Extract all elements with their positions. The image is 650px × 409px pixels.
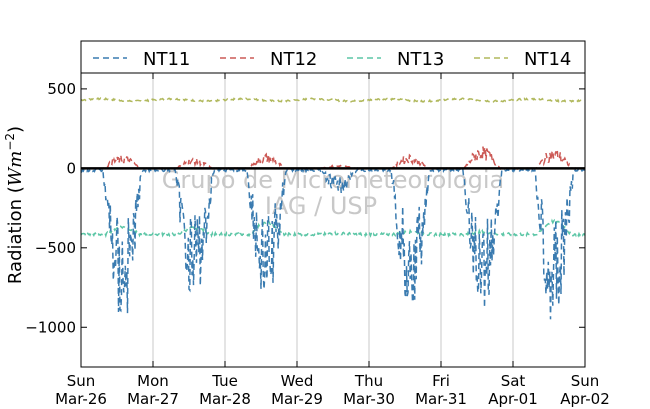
series-line-nt13 bbox=[80, 218, 586, 239]
x-tick-label-day: Tue bbox=[211, 372, 238, 390]
x-tick-label-date: Apr-01 bbox=[488, 390, 538, 408]
series-line-nt11 bbox=[80, 166, 586, 320]
x-tick-label-date: Mar-26 bbox=[55, 390, 107, 408]
y-tick-label: −500 bbox=[35, 239, 76, 257]
plot-frame bbox=[80, 72, 586, 368]
y-axis-ticks: 500 0 −500 −1000 bbox=[25, 80, 585, 336]
x-tick-label-day: Sun bbox=[571, 372, 600, 390]
x-tick-label-date: Mar-31 bbox=[415, 390, 467, 408]
x-tick-label-day: Sat bbox=[501, 372, 526, 390]
legend-label-nt14: NT14 bbox=[524, 49, 571, 70]
x-tick-label-date: Mar-29 bbox=[271, 390, 323, 408]
x-tick-label-day: Sun bbox=[67, 372, 96, 390]
legend-label-nt11: NT11 bbox=[143, 49, 190, 70]
x-axis-ticks: SunMar-26MonMar-27TueMar-28WedMar-29ThuM… bbox=[55, 73, 610, 408]
series-line-nt12 bbox=[80, 146, 586, 171]
x-tick-label-day: Mon bbox=[137, 372, 169, 390]
legend-label-nt13: NT13 bbox=[397, 49, 444, 70]
x-tick-label-day: Thu bbox=[354, 372, 383, 390]
watermark-line-2: IAG / USP bbox=[265, 192, 377, 220]
x-tick-label-date: Apr-02 bbox=[560, 390, 610, 408]
x-tick-label-date: Mar-27 bbox=[127, 390, 179, 408]
x-tick-label-date: Mar-30 bbox=[343, 390, 395, 408]
legend-label-nt12: NT12 bbox=[270, 49, 317, 70]
y-tick-label: −1000 bbox=[25, 318, 76, 336]
grid-lines bbox=[152, 73, 514, 367]
y-tick-label: 0 bbox=[66, 159, 76, 177]
legend: NT11 NT12 NT13 NT14 bbox=[80, 40, 586, 74]
x-tick-label-day: Wed bbox=[281, 372, 314, 390]
x-tick-label-day: Fri bbox=[432, 372, 450, 390]
x-tick-label-date: Mar-28 bbox=[199, 390, 251, 408]
legend-box bbox=[80, 40, 586, 74]
y-axis-label: Radiation (Wm−2) bbox=[3, 126, 26, 284]
series-line-nt14 bbox=[80, 96, 586, 103]
y-tick-label: 500 bbox=[47, 80, 76, 98]
